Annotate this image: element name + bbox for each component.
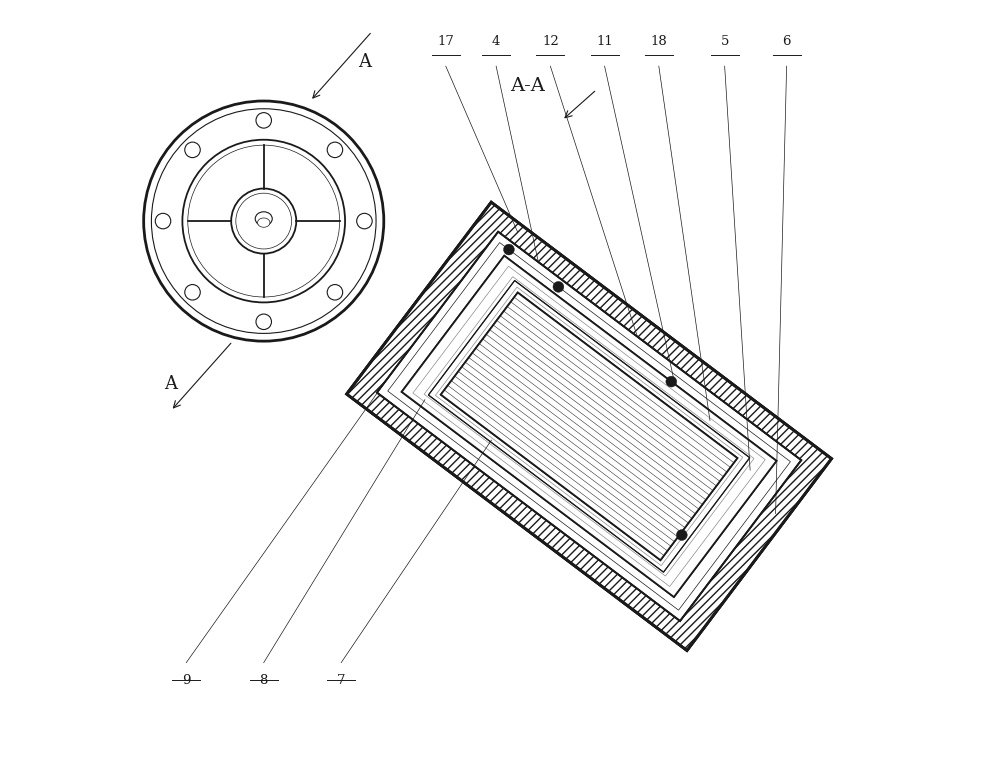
Circle shape bbox=[503, 244, 514, 255]
Text: 4: 4 bbox=[492, 35, 500, 49]
Text: 11: 11 bbox=[596, 35, 613, 49]
Circle shape bbox=[327, 143, 343, 157]
Polygon shape bbox=[441, 293, 737, 560]
Text: 17: 17 bbox=[437, 35, 454, 49]
Circle shape bbox=[357, 213, 372, 229]
Circle shape bbox=[140, 97, 388, 345]
Circle shape bbox=[666, 376, 677, 387]
Circle shape bbox=[327, 284, 343, 300]
Circle shape bbox=[256, 113, 271, 128]
Polygon shape bbox=[358, 213, 821, 640]
Text: A: A bbox=[164, 375, 177, 393]
Text: 7: 7 bbox=[337, 674, 345, 687]
Polygon shape bbox=[377, 232, 801, 621]
Circle shape bbox=[256, 314, 271, 330]
Polygon shape bbox=[402, 256, 776, 597]
Polygon shape bbox=[347, 202, 831, 651]
Text: 12: 12 bbox=[542, 35, 559, 49]
Polygon shape bbox=[441, 293, 737, 560]
Text: 18: 18 bbox=[650, 35, 667, 49]
Text: 9: 9 bbox=[182, 674, 191, 687]
Polygon shape bbox=[428, 280, 750, 572]
Circle shape bbox=[185, 143, 200, 157]
Text: A: A bbox=[358, 53, 371, 71]
Circle shape bbox=[185, 284, 200, 300]
Text: 6: 6 bbox=[782, 35, 791, 49]
Text: 8: 8 bbox=[260, 674, 268, 687]
Ellipse shape bbox=[255, 211, 272, 226]
Text: A-A: A-A bbox=[510, 77, 545, 95]
Circle shape bbox=[155, 213, 171, 229]
Polygon shape bbox=[402, 256, 776, 597]
Polygon shape bbox=[336, 191, 842, 662]
Ellipse shape bbox=[258, 218, 270, 227]
Circle shape bbox=[553, 281, 564, 292]
Circle shape bbox=[676, 529, 687, 540]
Text: 5: 5 bbox=[720, 35, 729, 49]
